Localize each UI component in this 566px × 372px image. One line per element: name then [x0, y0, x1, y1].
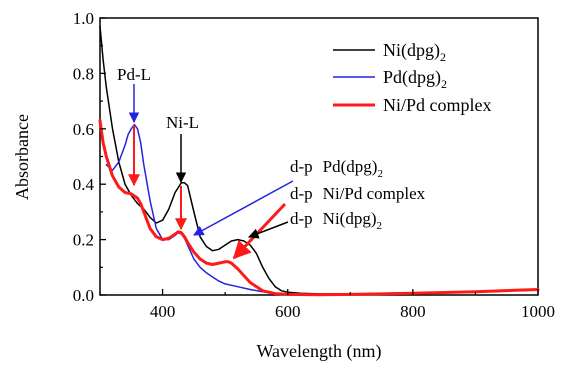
series-line-ni-dpg2	[99, 25, 539, 295]
legend-label-pd: Pd(dpg)2	[383, 67, 447, 91]
series-line-ni-pd-complex	[98, 119, 540, 297]
annotation-dp-pd: d-p Pd(dpg)2	[290, 157, 383, 180]
plot-frame	[99, 17, 539, 296]
x-tick-label: 600	[275, 302, 301, 321]
annotation-ni-l: Ni-L	[166, 113, 199, 132]
arrow-dp-ni	[248, 221, 289, 239]
annotation-dp-ni: d-p Ni(dpg)2	[290, 209, 382, 232]
series-layer	[98, 25, 540, 297]
x-tick-label: 1000	[521, 302, 555, 321]
annotation-dp-nipd: d-p Ni/Pd complex	[290, 184, 426, 203]
arrow-dp-pd	[193, 180, 294, 236]
y-tick-label: 0.6	[73, 120, 94, 139]
y-tick-label: 0.0	[73, 286, 94, 305]
legend-label-nipd: Ni/Pd complex	[383, 95, 492, 115]
y-axis-title: Absorbance	[12, 114, 32, 200]
legend-label-ni: Ni(dpg)2	[383, 40, 446, 64]
annotations: Pd-L Ni-L d-p Pd(dpg)2 d-p Ni/Pd complex d…	[117, 65, 426, 260]
y-tick-label: 0.8	[73, 64, 94, 83]
y-tick-label: 1.0	[73, 9, 94, 28]
y-tick-label: 0.2	[73, 231, 94, 250]
annotation-pd-l: Pd-L	[117, 65, 151, 84]
arrow-dp-nipd	[232, 202, 287, 260]
y-tick-label: 0.4	[73, 175, 95, 194]
x-tick-label: 800	[400, 302, 426, 321]
x-tick-label: 400	[150, 302, 176, 321]
legend: Ni(dpg)2 Pd(dpg)2 Ni/Pd complex	[333, 40, 492, 115]
x-axis-title: Wavelength (nm)	[256, 341, 381, 362]
axis-layer: 400 600 800 1000 0.0 0.2 0.4 0.6 0.8 1.0	[73, 9, 555, 321]
